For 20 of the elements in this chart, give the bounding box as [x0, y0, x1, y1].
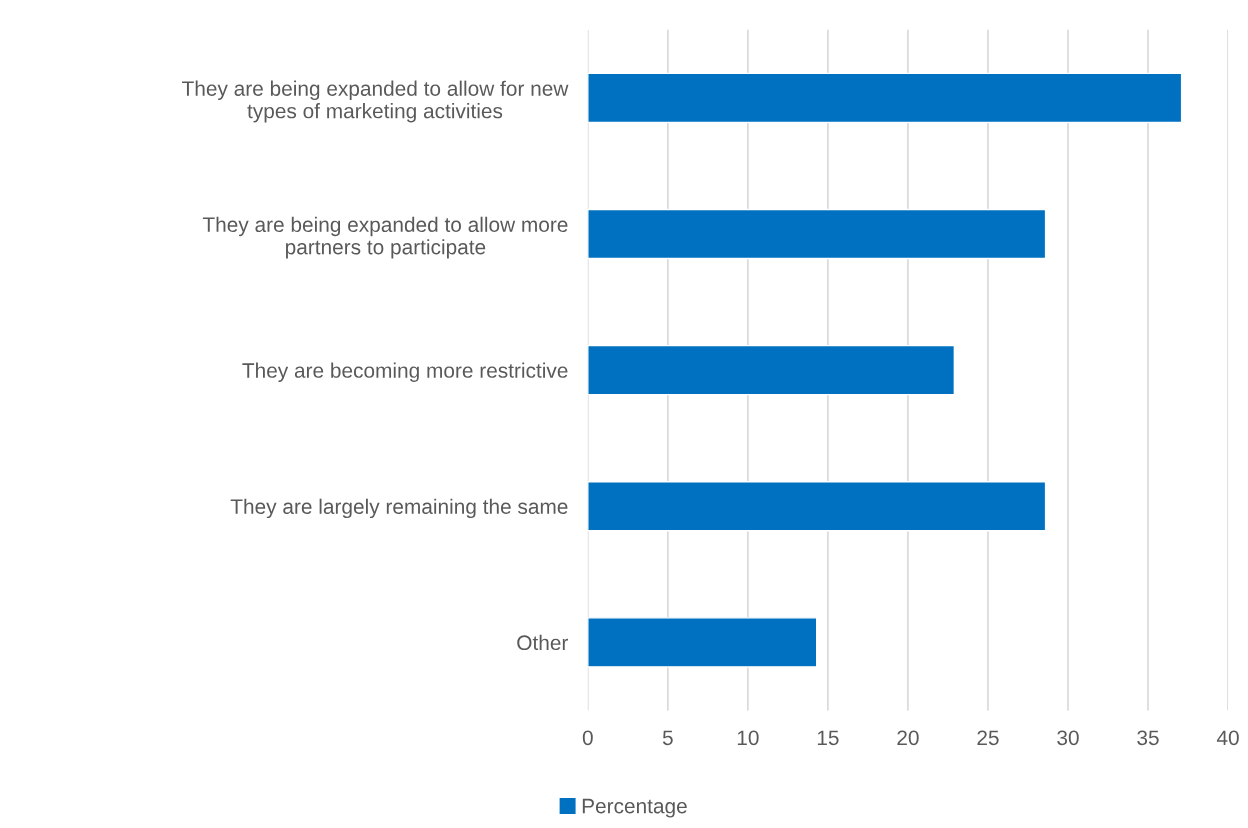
x-tick-label: 0	[582, 730, 593, 746]
x-tick-label: 35	[1137, 730, 1159, 746]
y-tick-label: They are largely remaining the same	[230, 498, 568, 519]
bar	[587, 344, 956, 396]
x-tick-label: 15	[817, 730, 839, 746]
y-tick-label: They are becoming more restrictive	[242, 362, 568, 382]
y-tick-label: They are being expanded to allow more partners to participate	[202, 216, 568, 259]
x-tick-label: 5	[662, 730, 673, 746]
y-tick-label: They are being expanded to allow for new types of marketing activities	[182, 80, 569, 123]
x-tick-label: 25	[977, 730, 999, 746]
legend-label: Percentage	[582, 798, 687, 818]
x-tick-label: 20	[897, 730, 919, 746]
bar	[587, 481, 1047, 532]
bar	[587, 72, 1183, 124]
x-tick-label: 30	[1057, 730, 1079, 746]
x-tick-label: 10	[737, 730, 759, 746]
y-tick-label: Other	[517, 634, 569, 651]
x-tick-label: 40	[1216, 730, 1239, 746]
bar	[587, 617, 818, 668]
bar	[587, 208, 1047, 260]
